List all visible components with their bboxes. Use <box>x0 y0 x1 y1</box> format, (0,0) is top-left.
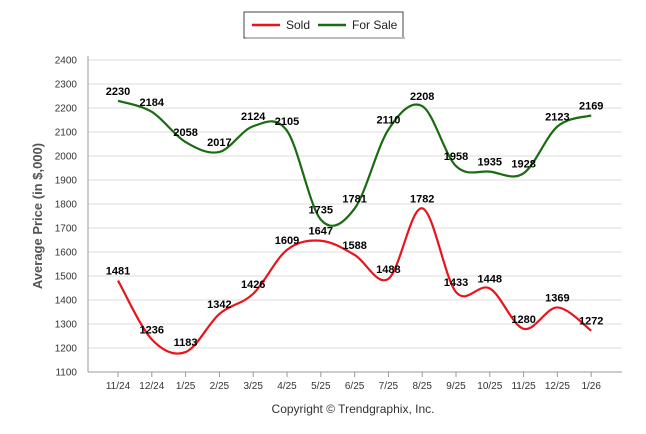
legend: Sold For Sale <box>243 11 405 39</box>
y-tick-label: 2300 <box>55 80 78 91</box>
data-label-for-sale: 2169 <box>579 100 603 112</box>
x-tick-label: 10/25 <box>477 381 502 392</box>
copyright-credit: Copyright © Trendgraphix, Inc. <box>272 402 435 416</box>
x-tick-label: 8/25 <box>412 381 432 392</box>
data-label-sold: 1272 <box>579 316 603 328</box>
y-axis-title: Average Price (in $,000) <box>30 143 45 289</box>
x-tick-label: 6/25 <box>345 381 365 392</box>
y-tick-label: 1600 <box>55 248 78 259</box>
legend-label-for-sale: For Sale <box>352 18 398 32</box>
x-tick-label: 12/24 <box>139 381 164 392</box>
y-tick-label: 1400 <box>55 296 78 307</box>
y-tick-label: 1500 <box>55 272 78 283</box>
x-tick-label: 11/25 <box>511 381 536 392</box>
legend-shadow <box>246 37 405 39</box>
data-label-for-sale: 2208 <box>410 91 434 103</box>
data-label-for-sale: 1735 <box>309 205 333 217</box>
x-tick-label: 4/25 <box>277 381 297 392</box>
x-tick-label: 11/24 <box>106 381 131 392</box>
series-line-for-sale <box>117 99 592 227</box>
data-label-sold: 1369 <box>545 292 569 304</box>
data-label-for-sale: 2110 <box>376 115 400 127</box>
y-tick-label: 2000 <box>55 152 78 163</box>
x-tick-label: 2/25 <box>210 381 230 392</box>
x-tick-label: 3/25 <box>243 381 263 392</box>
data-label-sold: 1647 <box>309 226 333 238</box>
data-label-for-sale: 2124 <box>241 111 266 123</box>
data-label-sold: 1448 <box>478 273 502 285</box>
data-label-for-sale: 1958 <box>444 151 468 163</box>
data-label-sold: 1488 <box>376 264 400 276</box>
legend-label-sold: Sold <box>286 18 310 32</box>
data-label-sold: 1609 <box>275 235 299 247</box>
data-label-sold: 1342 <box>207 299 231 311</box>
y-tick-label: 2200 <box>55 104 78 115</box>
data-label-for-sale: 2123 <box>545 111 569 123</box>
x-tick-label: 5/25 <box>311 381 331 392</box>
y-tick-label: 2100 <box>55 128 78 139</box>
data-label-for-sale: 2058 <box>173 127 197 139</box>
y-tick-label: 1900 <box>55 176 78 187</box>
y-tick-label: 2400 <box>55 56 78 67</box>
data-label-sold: 1236 <box>140 324 164 336</box>
data-label-for-sale: 2230 <box>106 86 130 98</box>
y-tick-label: 1800 <box>55 200 78 211</box>
data-label-sold: 1588 <box>342 240 366 252</box>
data-label-sold: 1433 <box>444 277 468 289</box>
series-line-sold <box>117 207 592 355</box>
x-tick-label: 12/25 <box>545 381 570 392</box>
x-tick-label: 9/25 <box>446 381 466 392</box>
data-labels: 1481 1236 1183 1342 1426 1609 1647 1588 1488 1782… <box>106 86 604 349</box>
data-label-sold: 1481 <box>106 266 130 278</box>
y-tick-label: 1300 <box>55 320 78 331</box>
y-tick-label: 1700 <box>55 224 78 235</box>
data-label-for-sale: 1781 <box>342 194 366 206</box>
data-label-for-sale: 1928 <box>511 158 535 170</box>
data-label-sold: 1426 <box>241 279 265 291</box>
data-label-sold: 1782 <box>410 193 434 205</box>
x-tick-label: 1/25 <box>176 381 196 392</box>
data-label-sold: 1183 <box>174 337 198 349</box>
axes: 1100 1200 1300 1400 1500 1600 1700 1800 1900 2000… <box>55 56 622 392</box>
data-label-for-sale: 2184 <box>140 97 165 109</box>
x-tick-label: 1/26 <box>581 381 601 392</box>
series-lines <box>117 99 592 355</box>
data-label-for-sale: 1935 <box>478 157 502 169</box>
data-label-for-sale: 2105 <box>275 116 299 128</box>
data-label-for-sale: 2017 <box>207 137 231 149</box>
gridlines <box>88 59 622 373</box>
x-tick-label: 7/25 <box>379 381 399 392</box>
y-tick-label: 1100 <box>55 368 77 379</box>
y-tick-label: 1200 <box>55 344 78 355</box>
data-label-sold: 1280 <box>511 314 535 326</box>
